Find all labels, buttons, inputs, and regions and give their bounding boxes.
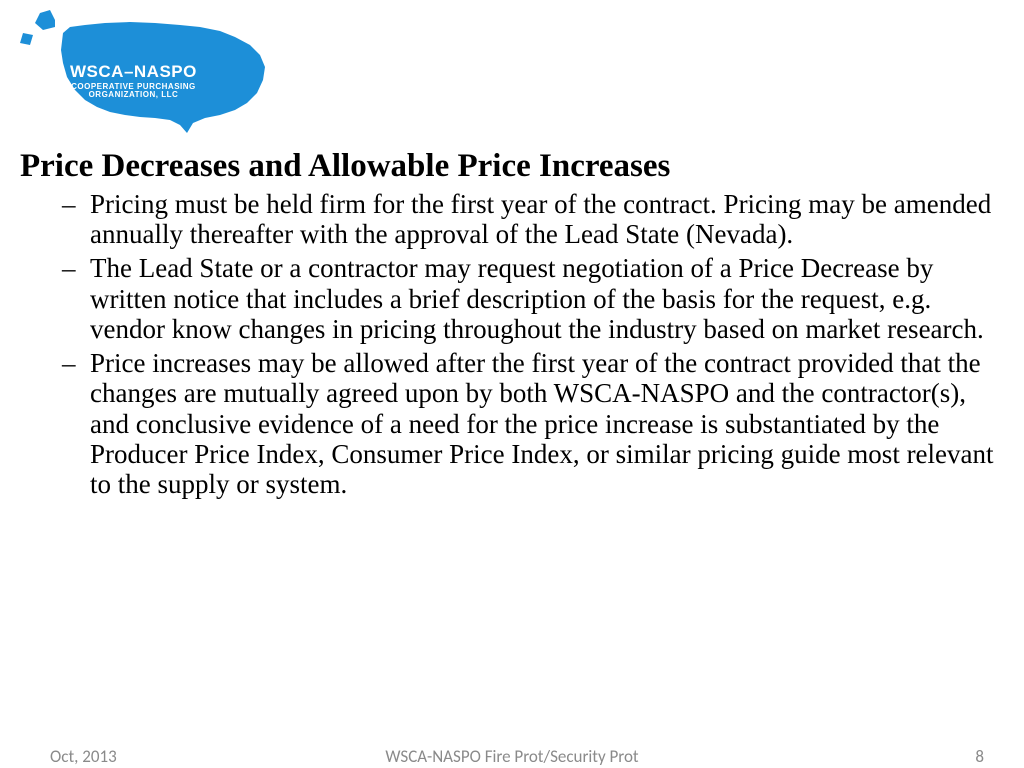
page-number: 8	[975, 746, 984, 767]
bullet-item: The Lead State or a contractor may reque…	[90, 253, 994, 344]
bullet-item: Pricing must be held firm for the first …	[90, 189, 994, 249]
wsca-naspo-logo: WSCA–NASPO COOPERATIVE PURCHASING ORGANI…	[15, 5, 275, 145]
logo-line3: ORGANIZATION, LLC	[70, 91, 197, 99]
logo-line1: WSCA–NASPO	[70, 63, 197, 81]
footer-title: WSCA-NASPO Fire Prot/Security Prot	[0, 746, 1024, 767]
bullet-item: Price increases may be allowed after the…	[90, 348, 994, 499]
slide-content: Price Decreases and Allowable Price Incr…	[20, 148, 994, 503]
slide-title: Price Decreases and Allowable Price Incr…	[20, 148, 994, 185]
logo-text: WSCA–NASPO COOPERATIVE PURCHASING ORGANI…	[70, 63, 197, 100]
bullet-list: Pricing must be held firm for the first …	[20, 189, 994, 499]
